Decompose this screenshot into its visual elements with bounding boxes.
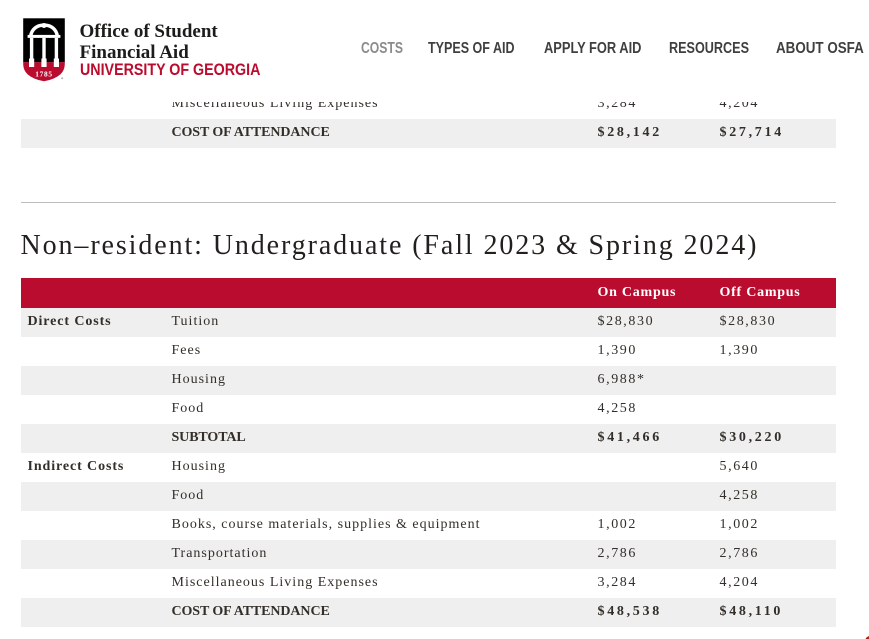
svg-text:1785: 1785: [35, 69, 53, 78]
